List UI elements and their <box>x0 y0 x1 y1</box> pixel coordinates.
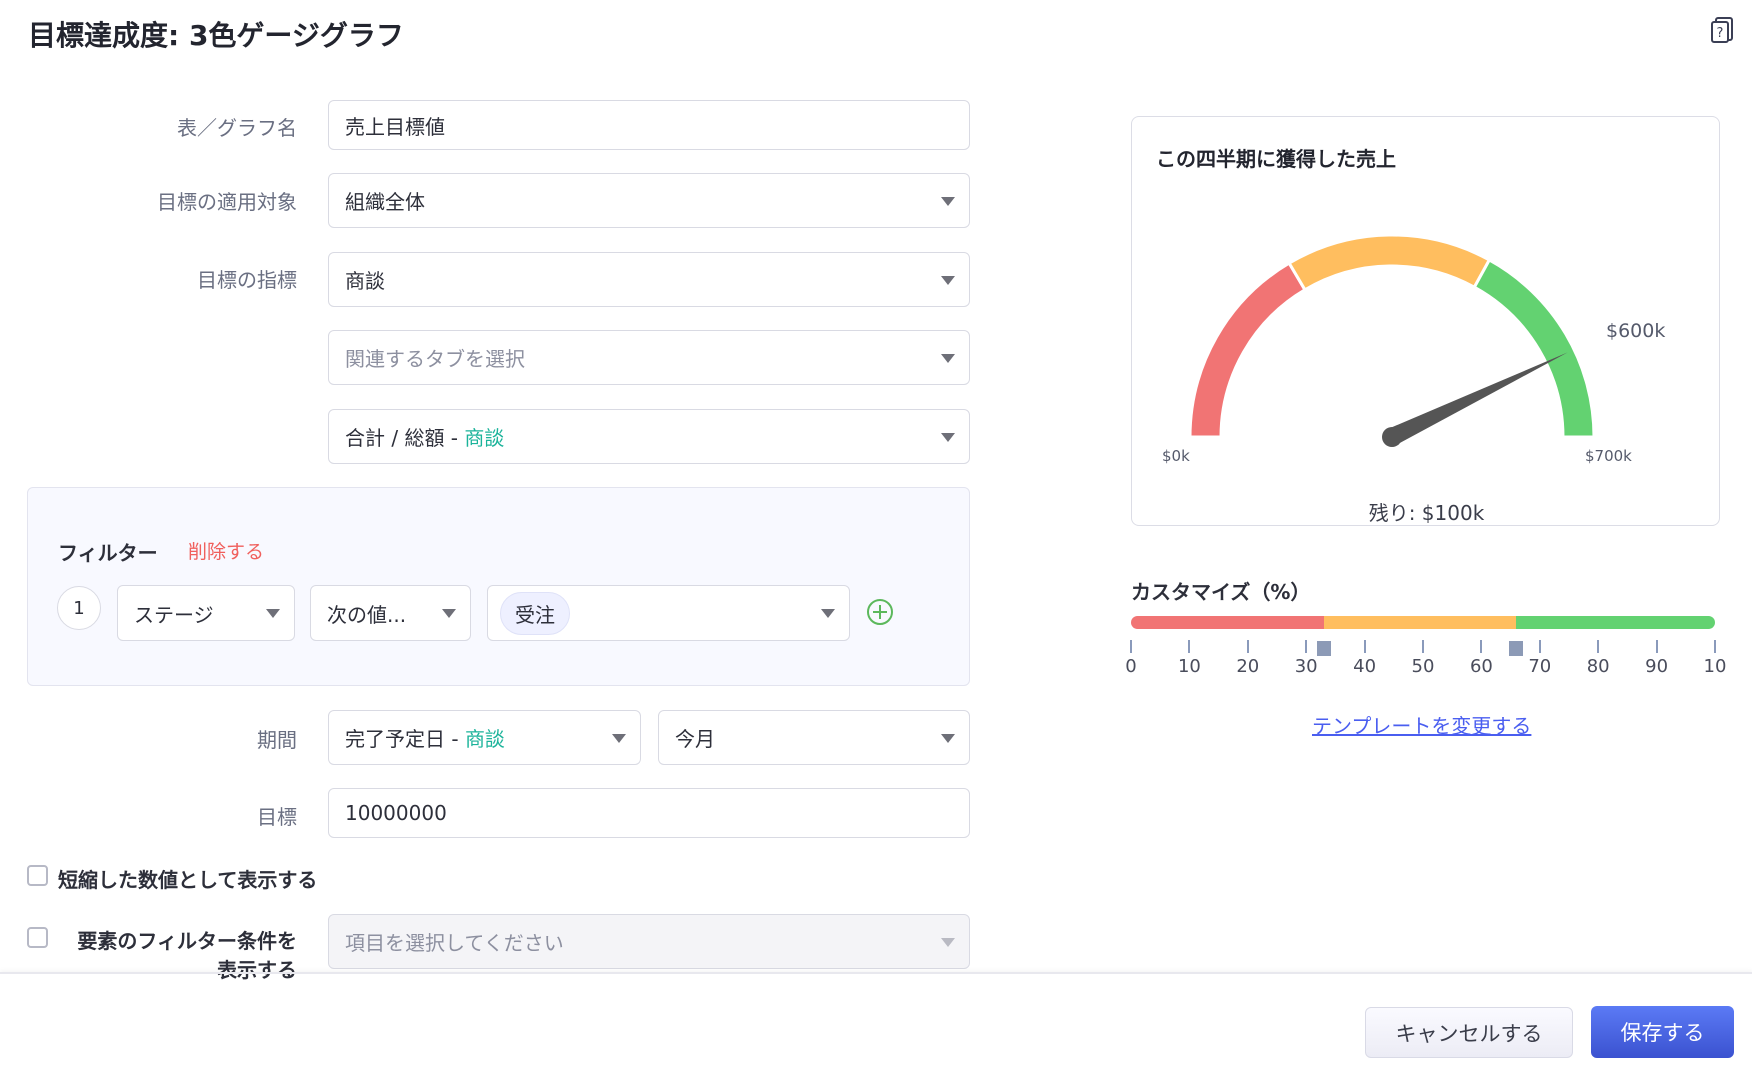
slider-tick-label: 50 <box>1411 656 1435 677</box>
filter-value-chip[interactable]: 受注 <box>500 591 570 635</box>
target-scope-select[interactable]: 組織全体 <box>328 173 970 228</box>
slider-handle-1[interactable] <box>1316 641 1331 656</box>
related-tab-select[interactable]: 関連するタブを選択 <box>328 330 970 385</box>
chevron-down-icon <box>612 733 626 743</box>
slider-tick <box>1597 640 1600 653</box>
period-range-value: 今月 <box>675 727 715 751</box>
slider-tick-label: 60 <box>1469 656 1493 677</box>
slider-orange-segment <box>1323 616 1517 629</box>
element-filter-label-line1: 要素のフィルター条件を <box>77 929 297 953</box>
period-date-select[interactable]: 完了予定日 - 商談 <box>328 710 641 765</box>
slider-tick-label: 10 <box>1177 656 1201 677</box>
slider-tick <box>1363 640 1366 653</box>
goal-input[interactable]: 10000000 <box>328 788 970 838</box>
chevron-down-icon <box>941 275 955 285</box>
aggregate-select[interactable]: 合計 / 総額 - 商談 <box>328 409 970 464</box>
chevron-down-icon <box>941 937 955 947</box>
element-filter-select[interactable]: 項目を選択してください <box>328 914 970 969</box>
abbreviate-checkbox[interactable] <box>27 865 48 886</box>
related-tab-placeholder: 関連するタブを選択 <box>345 347 525 371</box>
filter-value-select[interactable]: 受注 <box>487 585 850 641</box>
goal-label: 目標 <box>257 805 297 829</box>
chevron-down-icon <box>941 196 955 206</box>
metric-select[interactable]: 商談 <box>328 252 970 307</box>
save-button[interactable]: 保存する <box>1591 1006 1734 1058</box>
period-range-select[interactable]: 今月 <box>658 710 970 765</box>
slider-tick <box>1714 640 1716 653</box>
goal-value: 10000000 <box>345 801 447 825</box>
chevron-down-icon <box>266 609 280 618</box>
gauge-preview-card: この四半期に獲得した売上 $0k $700k $600k 残り: $100k <box>1131 116 1720 526</box>
slider-tick-label: 70 <box>1528 656 1552 677</box>
gauge-needle-hub <box>1382 427 1402 447</box>
gauge-red-band <box>1188 261 1308 439</box>
customize-title: カスタマイズ（%） <box>1131 580 1311 604</box>
slider-tick <box>1246 640 1249 653</box>
filter-field-value: ステージ <box>134 602 214 627</box>
slider-tick-label: 20 <box>1236 656 1260 677</box>
slider-tick <box>1422 640 1424 653</box>
element-filter-placeholder: 項目を選択してください <box>345 931 564 955</box>
element-filter-label: 要素のフィルター条件を表示する <box>77 925 297 983</box>
add-filter-icon[interactable] <box>866 598 894 626</box>
cancel-button[interactable]: キャンセルする <box>1365 1007 1573 1058</box>
filter-title: フィルター <box>58 541 158 565</box>
filter-panel: フィルター 削除する 1 ステージ 次の値... 受注 <box>27 487 970 686</box>
aggregate-entity: 商談 <box>464 426 505 450</box>
slider-tick <box>1130 640 1132 653</box>
page-title: 目標達成度: 3色ゲージグラフ <box>28 19 404 52</box>
slider-tick-label: 80 <box>1586 656 1610 677</box>
gauge-orange-band <box>1287 233 1492 292</box>
chevron-down-icon <box>941 733 955 743</box>
gauge-needle <box>1388 352 1568 446</box>
filter-field-select[interactable]: ステージ <box>117 585 295 641</box>
slider-tick <box>1188 640 1191 653</box>
filter-operator-select[interactable]: 次の値... <box>310 585 471 641</box>
gauge-title: この四半期に獲得した売上 <box>1156 147 1396 171</box>
slider-green-segment <box>1516 616 1715 629</box>
abbreviate-label: 短縮した数値として表示する <box>58 868 318 892</box>
filter-row-number: 1 <box>57 586 101 630</box>
gauge-value-label: $600k <box>1606 320 1666 342</box>
gauge-green-band <box>1472 257 1596 439</box>
svg-text:?: ? <box>1717 26 1724 41</box>
slider-tick-label: 0 <box>1125 656 1137 677</box>
slider-tick <box>1305 640 1308 653</box>
slider-tick-label: 30 <box>1294 656 1318 677</box>
target-scope-value: 組織全体 <box>345 190 425 214</box>
chart-name-input[interactable]: 売上目標値 <box>328 100 970 150</box>
gauge-remaining: 残り: $100k <box>1368 501 1485 525</box>
chart-name-label: 表／グラフ名 <box>177 116 297 140</box>
delete-filter-link[interactable]: 削除する <box>188 541 265 563</box>
gauge-max-label: $700k <box>1585 447 1632 465</box>
chevron-down-icon <box>821 609 835 618</box>
filter-operator-value: 次の値... <box>327 602 407 627</box>
period-date-value: 完了予定日 - <box>345 727 465 751</box>
slider-tick <box>1655 640 1658 653</box>
slider-tick <box>1480 640 1483 653</box>
change-template-link[interactable]: テンプレートを変更する <box>1312 714 1532 738</box>
footer-bar <box>0 972 1752 1077</box>
chevron-down-icon <box>941 432 955 442</box>
chevron-down-icon <box>941 353 955 363</box>
gauge-chart <box>1188 233 1596 447</box>
element-filter-label-line2: 表示する <box>217 958 297 982</box>
slider-tick-label: 90 <box>1645 656 1669 677</box>
slider-tick-label: 10 <box>1703 656 1727 677</box>
target-scope-label: 目標の適用対象 <box>157 190 297 214</box>
slider-tick-label: 40 <box>1353 656 1377 677</box>
element-filter-checkbox[interactable] <box>27 927 48 948</box>
slider-handle-2[interactable] <box>1509 641 1524 656</box>
help-book-icon[interactable]: ? <box>1710 16 1734 44</box>
gauge-min-label: $0k <box>1162 447 1190 465</box>
aggregate-value: 合計 / 総額 - <box>345 426 465 450</box>
metric-value: 商談 <box>345 269 385 293</box>
chevron-down-icon <box>442 609 456 618</box>
chart-name-value: 売上目標値 <box>345 114 445 139</box>
slider-tick <box>1538 640 1541 653</box>
metric-label: 目標の指標 <box>197 268 297 292</box>
period-label: 期間 <box>257 728 297 752</box>
slider-red-segment <box>1131 616 1324 629</box>
period-date-entity: 商談 <box>464 727 505 751</box>
